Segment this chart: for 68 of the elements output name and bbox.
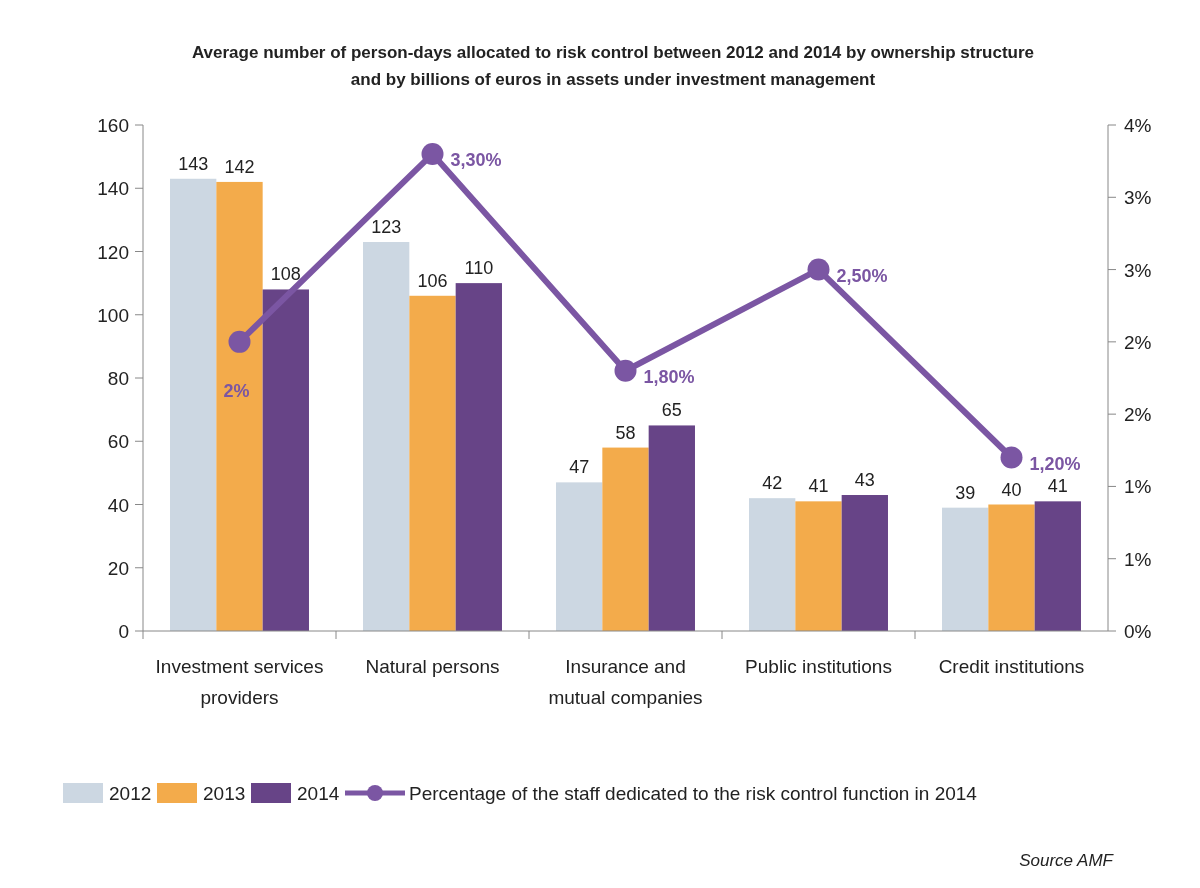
point [807, 258, 830, 281]
data-label: 1,80% [643, 366, 695, 387]
x-tick-label: Insurance and mutual companies [548, 656, 703, 708]
bar [1034, 501, 1081, 631]
bar [841, 495, 888, 631]
bar [988, 504, 1035, 631]
bar [262, 289, 309, 631]
data-label: 1,20% [1029, 453, 1081, 474]
y2-tick-label: 0% [1124, 621, 1152, 642]
bar [216, 181, 263, 631]
data-label: 43 [854, 470, 875, 491]
y-tick-label: 80 [107, 368, 129, 389]
data-label: 41 [808, 476, 829, 497]
y2-tick-label: 3% [1124, 187, 1152, 209]
y-tick-label: 120 [97, 241, 129, 263]
data-label: 142 [224, 156, 255, 177]
bar [363, 242, 410, 631]
y-tick-label: 40 [107, 494, 129, 516]
legend-label: 2013 [203, 783, 246, 804]
data-label: 2% [223, 380, 250, 401]
data-label: 41 [1047, 476, 1068, 497]
data-label: 65 [661, 400, 682, 421]
data-label: 123 [371, 217, 402, 238]
point [1000, 446, 1023, 469]
y-tick-label: 140 [97, 178, 129, 200]
x-tick-label: Public institutions [745, 656, 892, 677]
x-tick-label: Investment services providers [155, 656, 324, 708]
y-tick-label: 100 [97, 304, 129, 326]
data-label: 110 [464, 258, 494, 279]
legend-label: 2012 [109, 783, 152, 804]
y-tick-label: 160 [97, 115, 129, 136]
point [614, 359, 637, 382]
x-tick-label: Credit institutions [938, 656, 1085, 677]
y2-tick-label: 1% [1124, 548, 1152, 570]
y2-tick-label: 3% [1124, 259, 1152, 281]
legend-label: Percentage of the staff dedicated to the risk control function in 2014 [409, 783, 978, 804]
source-note: Source AMF [1019, 851, 1115, 870]
bar [942, 507, 989, 631]
y2-tick-label: 2% [1124, 331, 1152, 353]
bar [602, 447, 649, 631]
bar [170, 178, 217, 631]
legend-label: 2014 [297, 783, 340, 804]
data-label: 42 [762, 473, 783, 494]
bar [648, 425, 695, 631]
data-label: 3,30% [450, 149, 502, 170]
y-tick-label: 20 [107, 557, 129, 579]
y-tick-label: 60 [107, 431, 129, 453]
y2-tick-label: 1% [1124, 476, 1152, 498]
y2-tick-label: 4% [1124, 115, 1152, 136]
data-label: 47 [569, 457, 590, 478]
data-label: 108 [270, 264, 301, 285]
bar [749, 498, 796, 631]
point [421, 142, 444, 165]
chart-title: Average number of person-days allocated to risk control between 2012 and 2014 by ownership structure and by billions of euros in assets under investment management [191, 43, 1035, 89]
y-tick-label: 0 [118, 621, 129, 642]
data-label: 40 [1001, 479, 1022, 500]
data-label: 39 [955, 482, 976, 503]
bar [409, 295, 456, 631]
bar [556, 482, 603, 631]
bar [455, 283, 502, 631]
data-label: 2,50% [836, 265, 888, 286]
data-label: 143 [178, 153, 209, 174]
x-tick-label: Natural persons [365, 656, 500, 677]
data-label: 58 [615, 422, 636, 443]
bar [795, 501, 842, 631]
data-label: 106 [417, 270, 448, 291]
y2-tick-label: 2% [1124, 404, 1152, 426]
point [228, 330, 251, 353]
